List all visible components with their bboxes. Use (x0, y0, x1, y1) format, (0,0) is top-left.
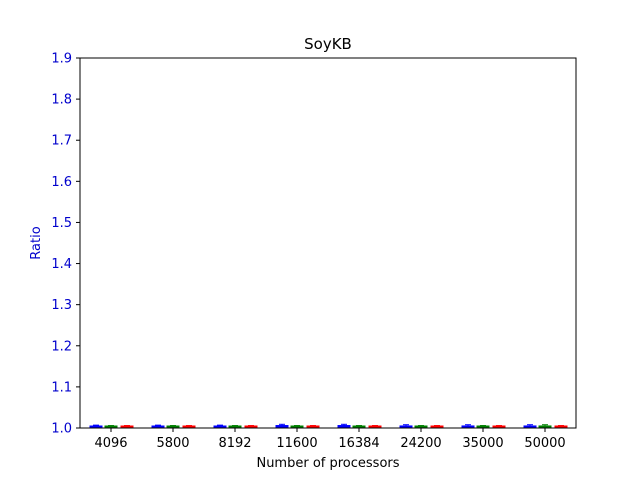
x-tick-label: 35000 (462, 436, 503, 451)
x-tick-label: 11600 (276, 436, 317, 451)
x-axis: 4096 5800 8192 11600 16384 24200 35000 50000 (94, 428, 566, 451)
y-tick-label: 1.7 (51, 134, 72, 149)
y-tick-label: 1.3 (51, 298, 72, 313)
y-axis: 1.0 1.1 1.2 1.3 1.4 1.5 1.6 1.7 1.8 1.9 (51, 52, 80, 437)
y-tick-label: 1.9 (51, 52, 72, 67)
y-tick-label: 1.1 (51, 380, 72, 395)
plot-frame (79, 57, 577, 429)
y-tick-label: 1.0 (51, 422, 72, 437)
x-tick-label: 8192 (218, 436, 251, 451)
y-axis-label: Ratio (29, 226, 44, 259)
x-axis-label: Number of processors (256, 456, 399, 471)
y-tick-label: 1.6 (51, 175, 72, 190)
y-tick-label: 1.5 (51, 216, 72, 231)
x-tick-label: 24200 (400, 436, 441, 451)
y-tick-label: 1.8 (51, 93, 72, 108)
x-tick-label: 16384 (338, 436, 379, 451)
y-tick-label: 1.4 (51, 257, 72, 272)
x-tick-label: 5800 (156, 436, 189, 451)
chart-title: SoyKB (304, 35, 352, 53)
y-tick-label: 1.2 (51, 339, 72, 354)
x-tick-label: 4096 (94, 436, 127, 451)
x-tick-label: 50000 (524, 436, 565, 451)
